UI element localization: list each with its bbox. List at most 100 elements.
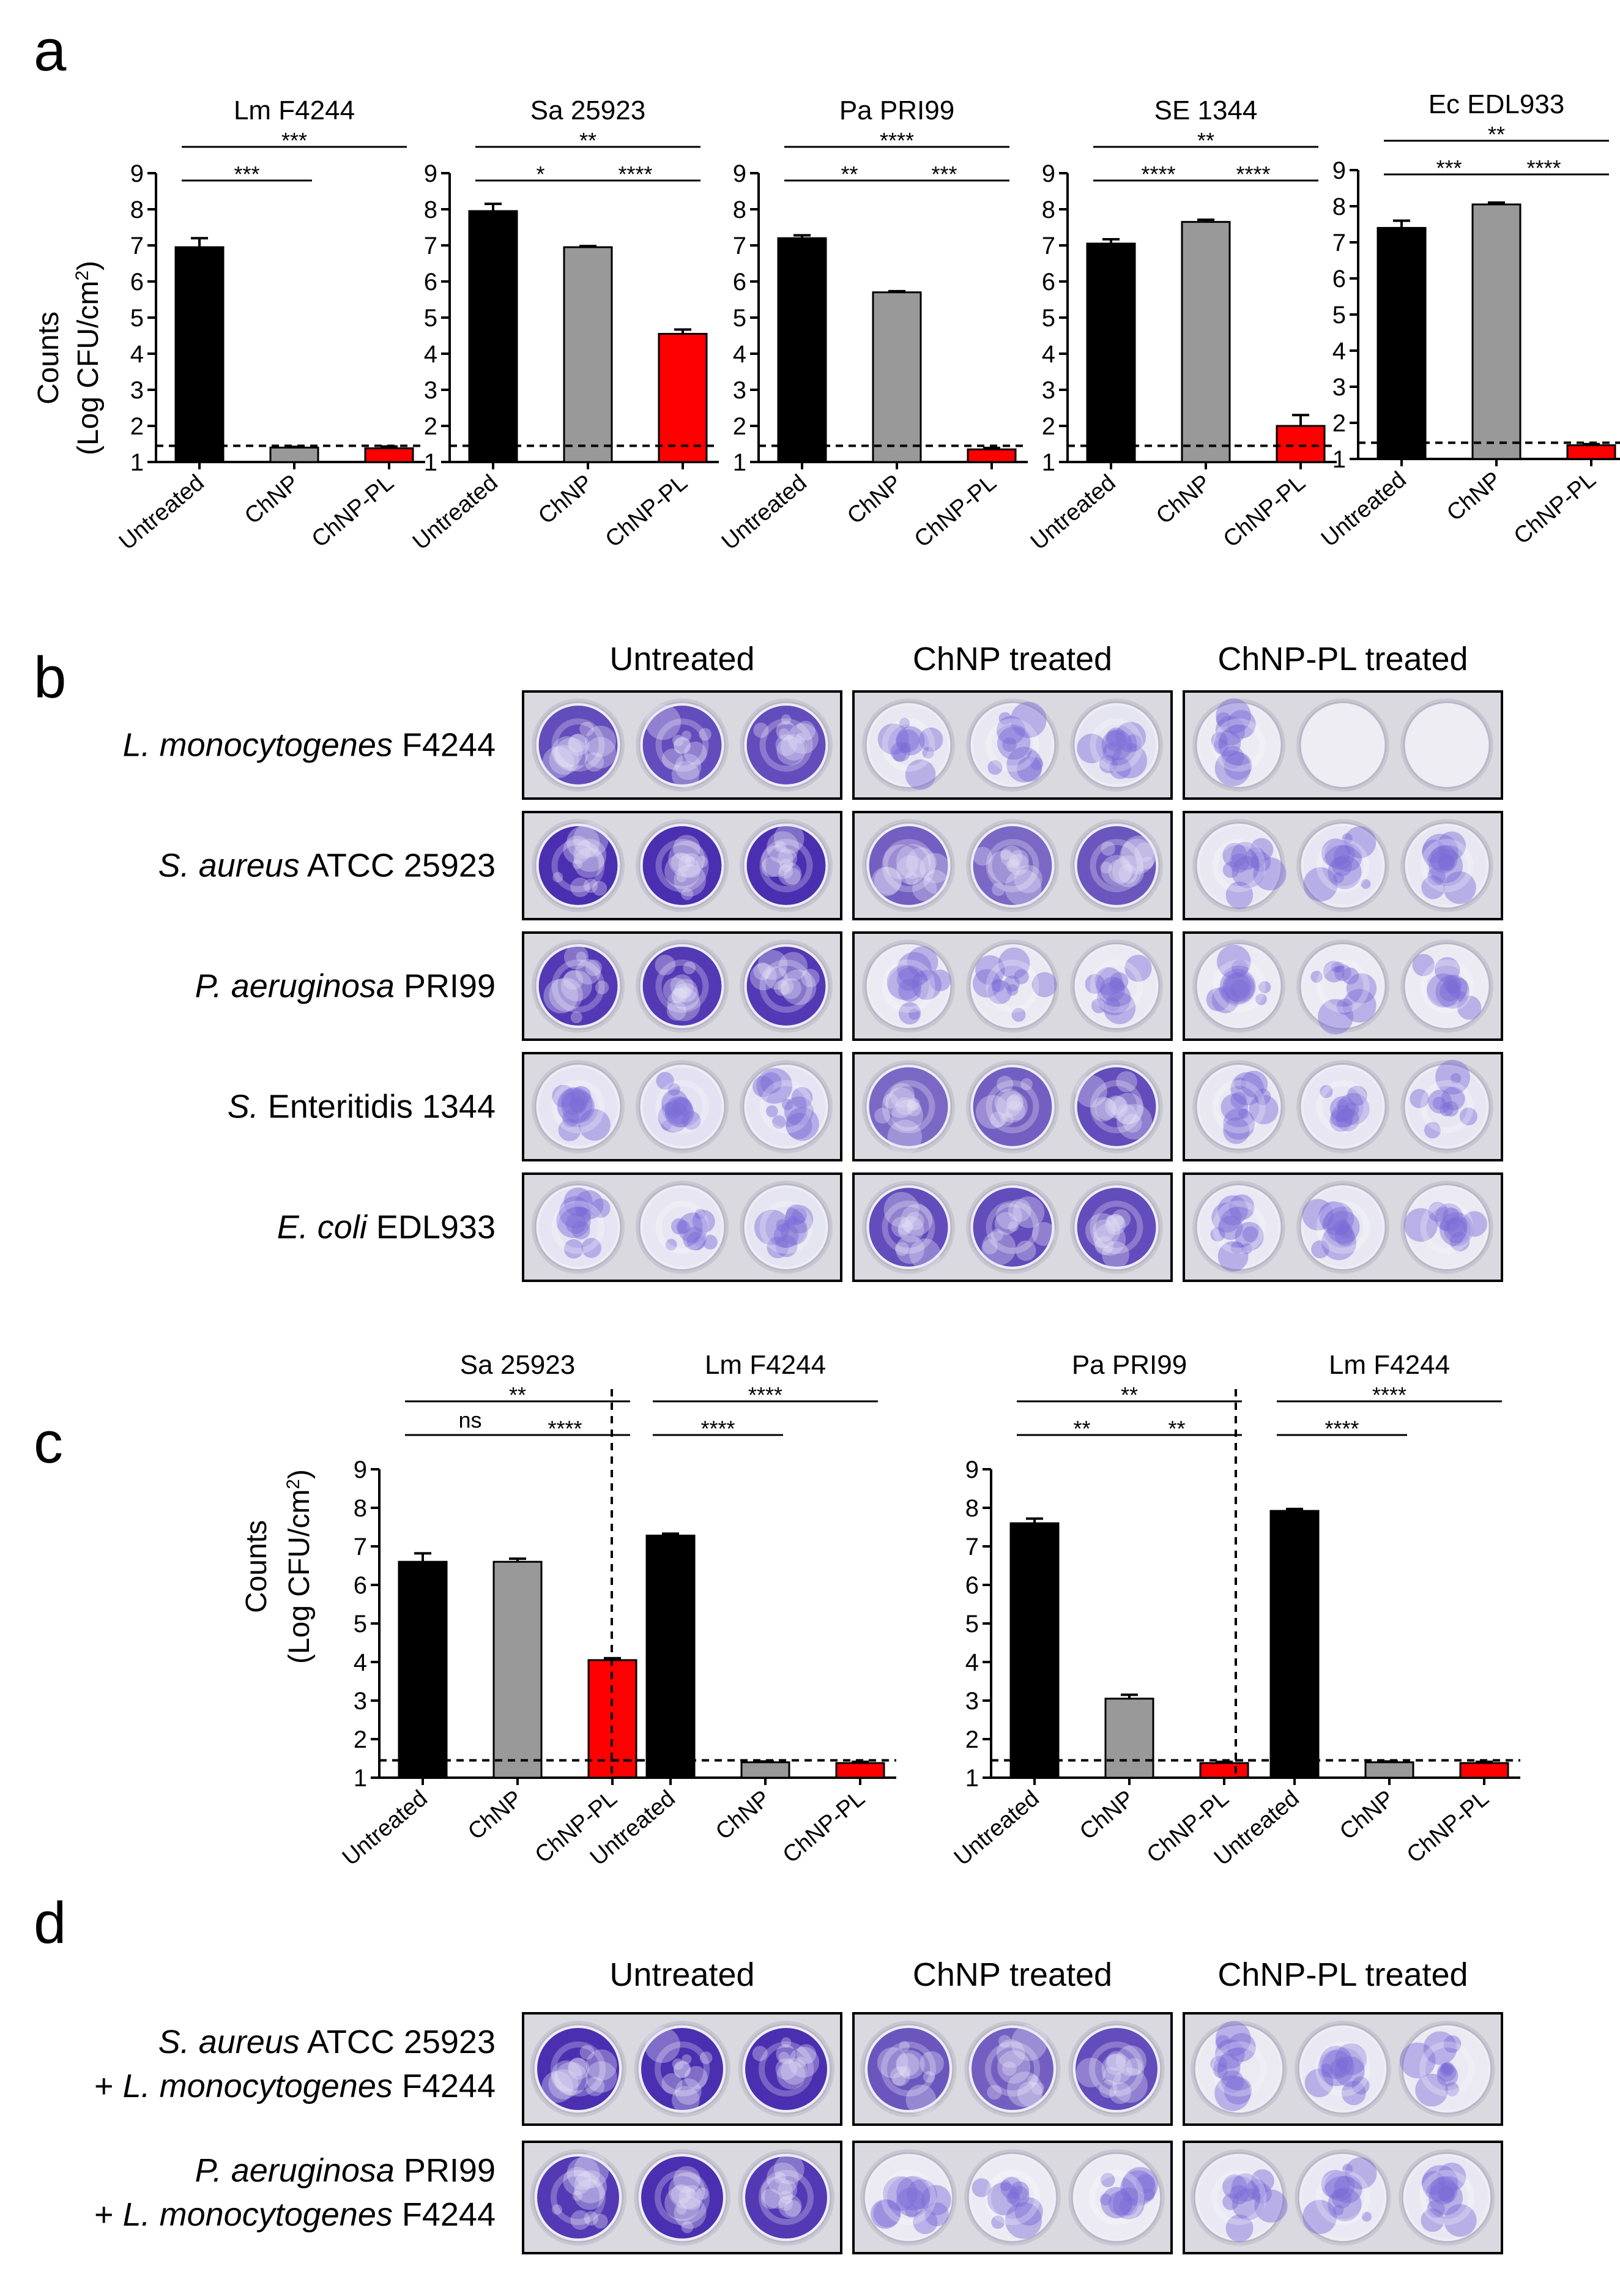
stain-texture [552,1084,575,1108]
plate-d-r1-c0 [522,2141,842,2254]
well-highlight [1420,960,1474,1013]
y-tick-label: 6 [1332,266,1346,293]
stain-texture [655,955,676,975]
stain-texture [1404,1208,1438,1242]
well-highlight [1212,1201,1266,1254]
y-tick-label: 8 [965,1495,979,1522]
stain-texture [874,1108,891,1124]
well [864,942,953,1030]
stain-texture [1206,988,1230,1012]
stain-texture [1430,2177,1458,2205]
plate-b-r0-c2 [1183,690,1503,800]
stain-texture [1115,2045,1146,2076]
biofilm-stain [538,706,618,785]
stain-texture [772,1115,786,1129]
stain-texture [898,978,921,1002]
stain-texture [920,969,932,981]
plate-b-r3-c0 [522,1052,842,1161]
stain-texture [1115,721,1146,753]
stain-texture [1318,1201,1348,1231]
stain-texture [886,964,923,1001]
stain-texture [1230,979,1249,999]
bar-untreated [1269,1510,1320,1779]
stain-texture [1228,1194,1255,1220]
stain-texture [1227,710,1256,739]
biofilm-stain [869,1067,948,1146]
stain-texture [1101,729,1132,761]
stain-texture [575,959,601,985]
stain-texture [1006,747,1042,783]
well-highlight [986,718,1039,772]
y-tick-label: 3 [733,377,746,404]
stain-texture [775,734,797,756]
stain-texture [779,2190,793,2204]
stain-texture [784,1096,814,1126]
bar-untreated [174,246,225,463]
stain-texture [1216,2021,1251,2057]
stain-texture [897,1223,910,1236]
stain-texture [556,1203,591,1239]
stain-texture [673,2166,700,2194]
stain-texture [1336,1098,1349,1111]
biofilm-stain [1076,2028,1157,2110]
well-highlight [1315,2041,1371,2097]
plate-b-r1-c2 [1183,811,1503,920]
stain-texture [992,882,1006,896]
stain-texture [694,1236,704,1247]
stain-texture [987,980,1012,1005]
stain-texture [983,1239,998,1254]
y-tick-label: 2 [130,413,144,440]
stain-texture [899,2066,911,2078]
stain-texture [1008,1199,1031,1223]
stain-texture [1427,867,1446,886]
row-label-strain: EDL933 [367,1209,496,1246]
stain-texture [1311,1240,1329,1259]
biofilm-stain [1199,947,1279,1026]
stain-texture [1427,2199,1446,2218]
stain-texture [1232,2188,1265,2221]
y-tick-label: 1 [733,449,746,476]
stain-texture [552,872,563,882]
stain-texture [897,1216,924,1243]
stain-texture [1415,2073,1448,2107]
stain-texture [1223,1108,1255,1140]
y-tick-label: 3 [130,377,144,404]
well-highlight [551,1080,605,1133]
stain-texture [781,2037,792,2048]
stain-texture [1421,2171,1446,2195]
ylabel-a-line1: Counts [32,311,65,404]
y-tick-label: 6 [354,1572,367,1599]
stain-texture [778,864,793,879]
stain-texture [1210,1226,1225,1242]
x-tick-label: ChNP [842,470,907,529]
y-tick-label: 9 [130,160,144,187]
stain-texture [1435,974,1470,1009]
stain-texture [883,844,918,880]
stain-texture [1440,1220,1451,1231]
stain-texture [1002,737,1017,752]
biofilm-stain [537,2028,619,2110]
stain-texture [1125,2058,1143,2076]
well-highlight [880,2169,937,2226]
plate-d-r0-c1 [852,2012,1173,2126]
stain-texture [699,728,712,741]
stain-texture [677,1212,708,1243]
significance-label: *** [1436,155,1462,181]
y-tick-label: 1 [354,1765,367,1792]
panel-b-column-headers: Untreated ChNP treated ChNP-PL treated [609,641,1468,677]
stain-texture [1077,733,1107,764]
plate-b-r2-c1 [852,931,1173,1041]
well [1195,942,1283,1030]
stain-texture [644,2027,680,2063]
stain-texture [1342,989,1377,1023]
stain-texture [1321,2169,1350,2199]
y-tick-label: 7 [965,1534,979,1560]
stain-texture [1426,973,1461,1008]
stain-texture [1216,698,1251,734]
stain-texture [885,1087,916,1119]
stain-texture [1017,2081,1043,2107]
biofilm-stain [1077,947,1156,1026]
stain-texture [907,1098,919,1111]
stain-texture [1225,2214,1254,2242]
stain-texture [1119,838,1155,874]
